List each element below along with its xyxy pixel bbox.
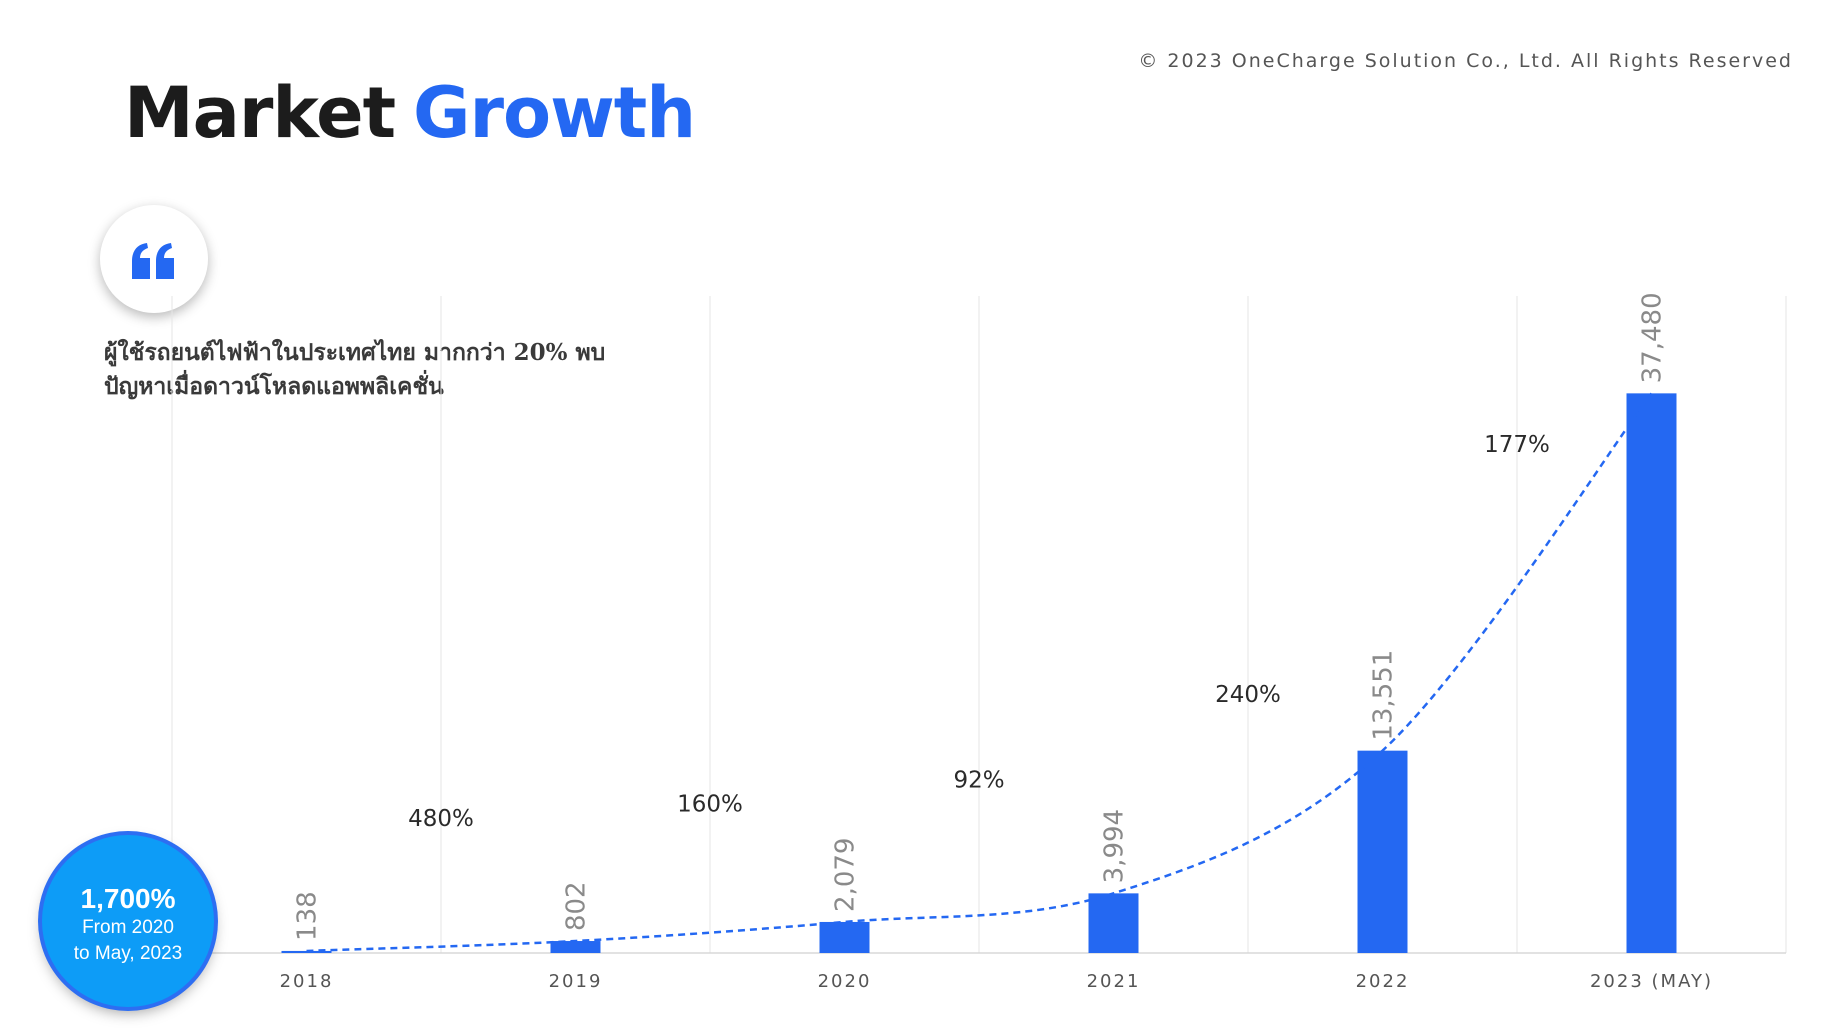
x-tick-label: 2018 bbox=[280, 971, 334, 992]
bar-2018 bbox=[281, 950, 332, 953]
x-tick-label: 2020 bbox=[818, 971, 872, 992]
value-label: 13,551 bbox=[1369, 650, 1399, 741]
growth-label: 160% bbox=[677, 791, 743, 817]
x-tick-label: 2023 (MAY) bbox=[1590, 971, 1713, 992]
growth-label: 92% bbox=[953, 768, 1004, 794]
page-title: Market Growth bbox=[124, 78, 696, 148]
growth-summary-line-1: From 2020 bbox=[82, 917, 174, 938]
value-label: 802 bbox=[562, 881, 592, 931]
growth-label: 177% bbox=[1484, 432, 1550, 458]
growth-label: 240% bbox=[1215, 682, 1281, 708]
x-tick-label: 2019 bbox=[549, 971, 603, 992]
x-tick-label: 2021 bbox=[1087, 971, 1141, 992]
quote-icon bbox=[132, 243, 174, 279]
value-label: 138 bbox=[293, 891, 323, 941]
growth-summary-value: 1,700% bbox=[80, 883, 176, 914]
growth-summary-line-2: to May, 2023 bbox=[73, 943, 183, 964]
value-label: 3,994 bbox=[1100, 809, 1130, 883]
bar-2023-may- bbox=[1626, 393, 1677, 953]
chart-labels: 138 802 2,079 3,994 13,551 37,480 2018 2019 2020… bbox=[280, 292, 1713, 992]
value-label: 2,079 bbox=[831, 838, 861, 912]
quote-badge bbox=[100, 205, 208, 313]
x-tick-label: 2022 bbox=[1356, 971, 1410, 992]
bar-2019 bbox=[550, 941, 601, 953]
chart-bars bbox=[281, 393, 1677, 953]
bar-2022 bbox=[1357, 750, 1408, 953]
chart-trendline bbox=[306, 392, 1653, 953]
bar-2021 bbox=[1088, 893, 1139, 953]
growth-summary-badge: 1,700% From 2020 to May, 2023 bbox=[42, 835, 214, 1007]
quote-line-2: ปัญหาเมื่อดาวน์โหลดแอพพลิเคชั่น bbox=[104, 373, 444, 400]
title-word-growth: Growth bbox=[413, 72, 696, 154]
value-label: 37,480 bbox=[1638, 292, 1668, 383]
title-word-market: Market bbox=[124, 72, 396, 154]
copyright-text: © 2023 OneCharge Solution Co., Ltd. All … bbox=[1138, 50, 1793, 72]
bar-2020 bbox=[819, 921, 870, 953]
quote-text: ผู้ใช้รถยนต์ไฟฟ้าในประเทศไทย มากกว่า 20%… bbox=[104, 336, 704, 404]
trendline bbox=[306, 392, 1653, 953]
growth-label: 480% bbox=[408, 806, 474, 832]
chart-grid bbox=[171, 296, 1787, 954]
quote-line-1: ผู้ใช้รถยนต์ไฟฟ้าในประเทศไทย มากกว่า 20%… bbox=[104, 339, 606, 366]
